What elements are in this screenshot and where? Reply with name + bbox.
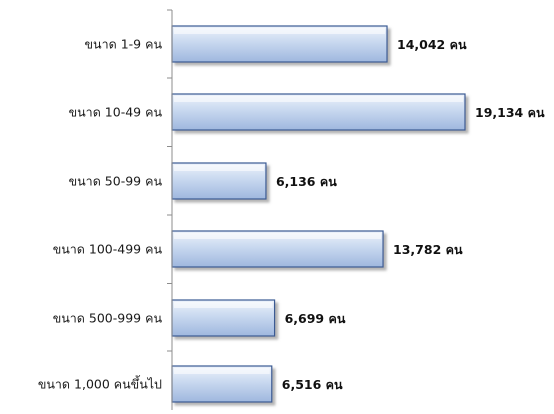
value-label-4: 13,782 คน (393, 242, 463, 257)
bar-highlight-6 (174, 368, 270, 374)
bars-layer (171, 25, 466, 403)
bar-highlight-4 (174, 233, 382, 239)
value-label-1: 14,042 คน (397, 37, 467, 52)
value-label-6: 6,516 คน (282, 377, 343, 392)
category-label-6: ขนาด 1,000 คนขึ้นไป (38, 375, 162, 392)
bar-highlight-3 (174, 165, 264, 171)
category-label-4: ขนาด 100-499 คน (53, 242, 163, 257)
category-label-2: ขนาด 10-49 คน (69, 105, 163, 120)
value-label-5: 6,699 คน (285, 311, 346, 326)
value-label-2: 19,134 คน (475, 105, 545, 120)
bar-highlight-1 (174, 28, 386, 34)
bar-highlight-2 (174, 96, 463, 102)
category-label-1: ขนาด 1-9 คน (85, 37, 163, 52)
bar-highlight-5 (174, 302, 273, 308)
category-label-5: ขนาด 500-999 คน (53, 311, 163, 326)
category-label-3: ขนาด 50-99 คน (69, 174, 163, 189)
value-label-3: 6,136 คน (276, 174, 337, 189)
axis-layer (167, 9, 173, 410)
